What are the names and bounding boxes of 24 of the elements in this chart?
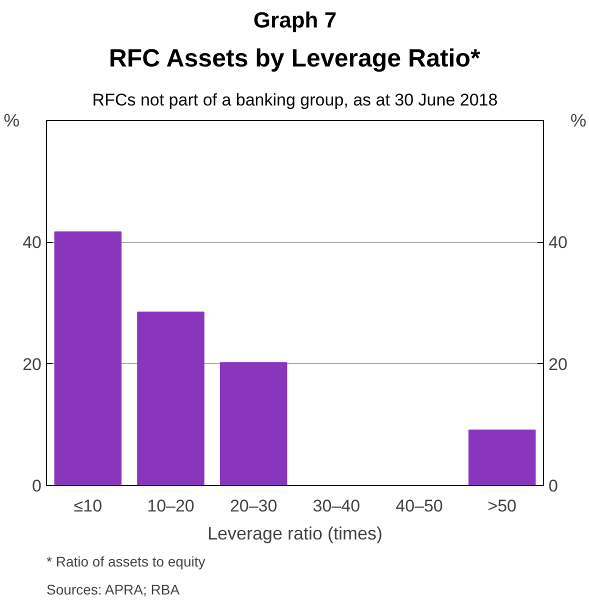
bar	[137, 312, 204, 486]
x-tick-label: >50	[488, 496, 517, 516]
x-tick-label: 10–20	[147, 496, 194, 516]
y-tick-label: 20	[22, 354, 42, 374]
x-tick-label: ≤10	[74, 496, 102, 516]
y2-axis-title: %	[570, 110, 586, 130]
y-tick-label: 0	[32, 476, 42, 496]
y2-tick-label: 20	[548, 354, 568, 374]
x-tick-label: 20–30	[230, 496, 278, 516]
source-note: Sources: APRA; RBA	[46, 582, 180, 598]
bar	[468, 430, 536, 486]
y-tick-label: 40	[22, 233, 42, 252]
text: * Ratio of assets to equity	[46, 554, 206, 570]
x-axis-title: Leverage ratio (times)	[207, 524, 383, 544]
bar	[54, 231, 122, 486]
x-tick-label: 30–40	[312, 496, 360, 516]
x-tick-label: 40–50	[396, 496, 443, 516]
chart-subtitle: RFCs not part of a banking group, as at 30 June 2018	[92, 90, 498, 110]
bar	[220, 362, 288, 486]
y2-tick-label: 0	[548, 476, 558, 496]
chart-title: RFC Assets by Leverage Ratio*	[108, 44, 481, 72]
caption: Graph 7	[253, 8, 337, 32]
y2-tick-label: 40	[548, 233, 568, 252]
y-axis-title: %	[4, 110, 20, 130]
